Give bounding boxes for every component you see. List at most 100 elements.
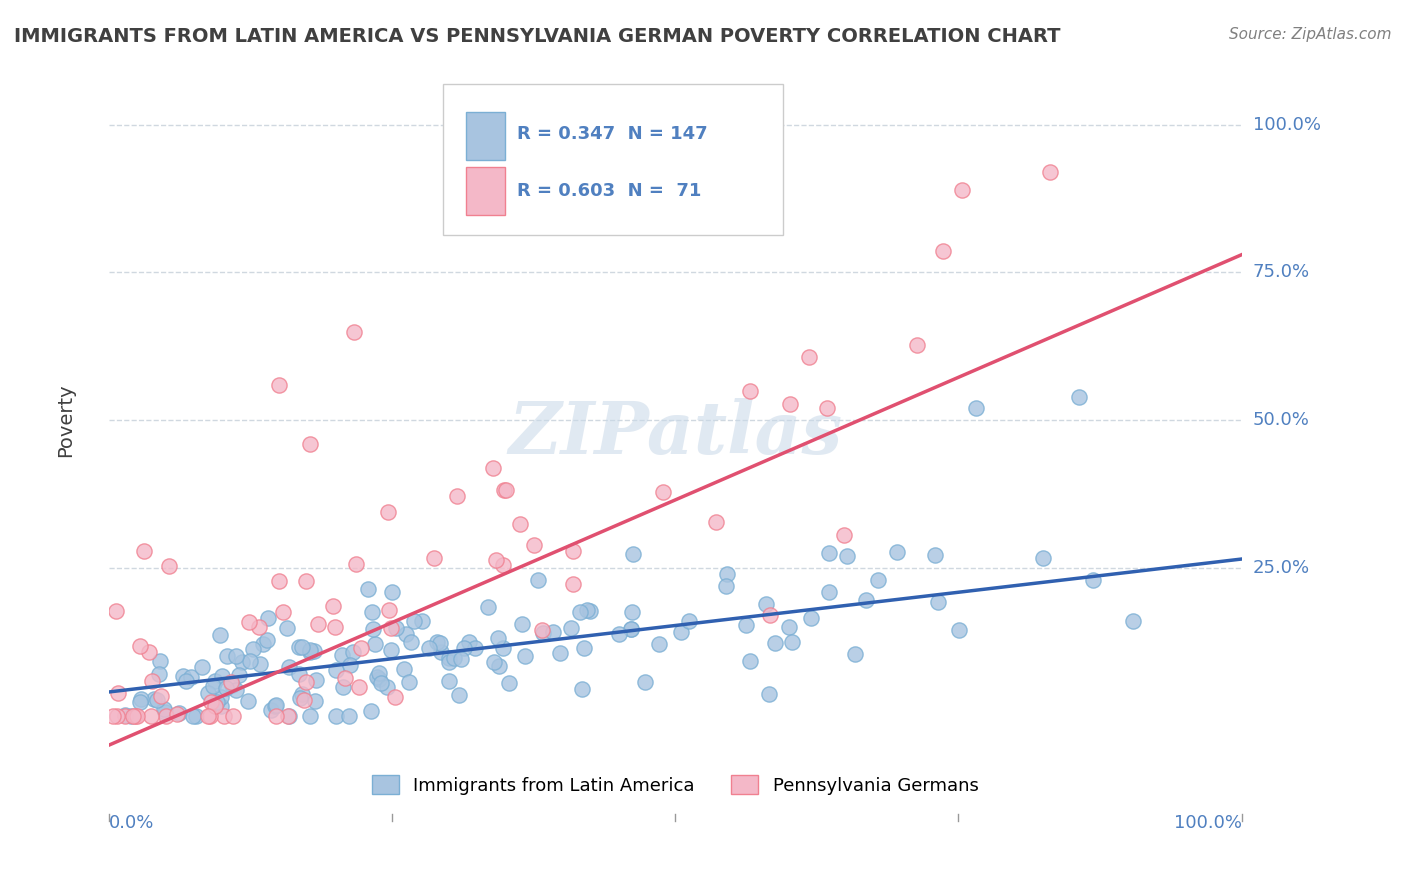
Point xyxy=(153,702,176,716)
Point xyxy=(325,620,347,634)
Point xyxy=(231,655,253,669)
Point xyxy=(778,620,800,634)
Text: 50.0%: 50.0% xyxy=(1253,411,1309,429)
Point xyxy=(443,651,465,665)
Point xyxy=(779,397,801,411)
Point xyxy=(620,622,643,636)
Point xyxy=(477,600,499,615)
Point xyxy=(256,611,278,625)
Point xyxy=(347,680,370,694)
Point xyxy=(950,183,973,197)
Point xyxy=(492,483,515,497)
Point xyxy=(204,673,226,688)
Point xyxy=(191,660,214,674)
Point xyxy=(325,663,347,677)
Point xyxy=(238,615,260,630)
Point xyxy=(337,708,360,723)
Point xyxy=(180,670,202,684)
Text: 0.0%: 0.0% xyxy=(108,814,155,832)
Point xyxy=(361,605,384,619)
Point xyxy=(155,708,177,723)
Point xyxy=(450,651,472,665)
Point xyxy=(754,597,776,611)
Point xyxy=(260,703,283,717)
Point xyxy=(377,505,399,519)
Point xyxy=(855,592,877,607)
Point xyxy=(818,584,841,599)
Point xyxy=(256,632,278,647)
Point xyxy=(214,681,236,696)
Point xyxy=(815,401,838,415)
Point xyxy=(343,325,366,339)
Point xyxy=(121,708,143,723)
Point xyxy=(418,640,440,655)
Point xyxy=(239,654,262,668)
Point xyxy=(330,648,353,662)
Point xyxy=(426,635,449,649)
Point xyxy=(780,634,803,648)
Text: R = 0.347  N = 147: R = 0.347 N = 147 xyxy=(516,125,707,143)
Point xyxy=(366,671,388,685)
Point xyxy=(157,558,180,573)
Point xyxy=(204,699,226,714)
Point xyxy=(561,577,583,591)
Point xyxy=(429,636,451,650)
Point xyxy=(572,640,595,655)
Point xyxy=(295,574,318,589)
Point xyxy=(498,676,520,690)
Point xyxy=(458,635,481,649)
Point xyxy=(1039,165,1062,179)
Point xyxy=(437,655,460,669)
Point xyxy=(1067,390,1090,404)
Point xyxy=(288,667,311,681)
Point xyxy=(678,614,700,628)
Text: IMMIGRANTS FROM LATIN AMERICA VS PENNSYLVANIA GERMAN POVERTY CORRELATION CHART: IMMIGRANTS FROM LATIN AMERICA VS PENNSYL… xyxy=(14,27,1060,45)
Point xyxy=(350,640,373,655)
Bar xyxy=(465,112,505,160)
Point xyxy=(510,617,533,632)
Point xyxy=(104,604,127,618)
Point xyxy=(264,708,287,723)
Point xyxy=(423,551,446,566)
Point xyxy=(211,669,233,683)
Point xyxy=(531,624,554,638)
Point xyxy=(291,640,314,654)
Point xyxy=(207,695,229,709)
Point xyxy=(560,621,582,635)
Point xyxy=(648,637,671,651)
Point xyxy=(132,544,155,558)
Point xyxy=(197,708,219,723)
Point xyxy=(202,679,225,693)
Point xyxy=(307,616,329,631)
Point xyxy=(541,625,564,640)
Point xyxy=(651,485,673,500)
Point xyxy=(548,647,571,661)
Point xyxy=(619,623,641,637)
Point xyxy=(129,691,152,706)
Point xyxy=(364,637,387,651)
Point xyxy=(169,706,191,721)
Point xyxy=(225,649,247,664)
Point xyxy=(948,624,970,638)
Point xyxy=(578,604,600,618)
Point xyxy=(278,708,301,723)
Point xyxy=(1122,614,1144,628)
Point xyxy=(166,706,188,721)
Point xyxy=(931,244,953,258)
Point xyxy=(269,377,291,392)
Text: Source: ZipAtlas.com: Source: ZipAtlas.com xyxy=(1229,27,1392,42)
Point xyxy=(143,691,166,706)
Point xyxy=(129,695,152,709)
Point xyxy=(523,538,546,552)
Point xyxy=(295,674,318,689)
Point xyxy=(398,675,420,690)
Point xyxy=(298,708,321,723)
Point xyxy=(150,689,173,703)
Point xyxy=(221,678,243,692)
Point xyxy=(495,483,517,498)
Point xyxy=(488,658,510,673)
Point xyxy=(384,690,406,704)
Point xyxy=(267,574,290,588)
Point xyxy=(266,698,288,712)
Point xyxy=(381,584,404,599)
